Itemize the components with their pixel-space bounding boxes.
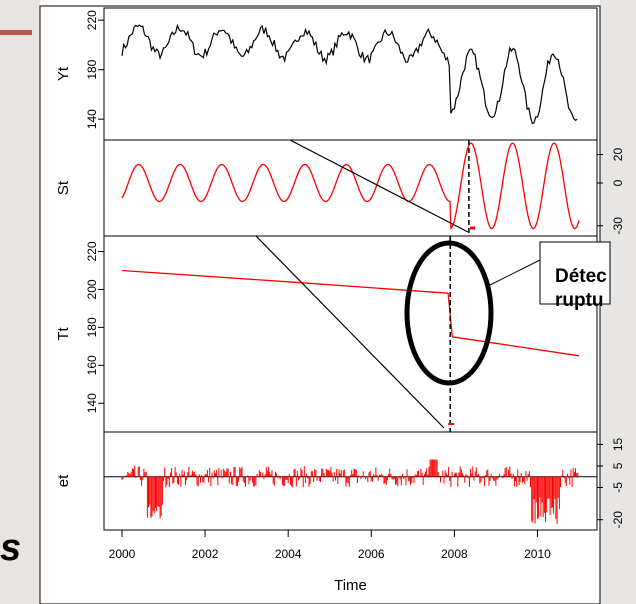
ytick-label-right: -5 bbox=[611, 482, 625, 493]
ylabel-tt: Tt bbox=[55, 327, 72, 341]
ytick-label: 140 bbox=[85, 109, 99, 129]
slide-accent-bar bbox=[0, 30, 32, 35]
connector-st bbox=[289, 139, 469, 233]
axes-layer: Yt140180220St200-30Tt140160180200220et15… bbox=[55, 10, 625, 594]
callout-line-1: Détec bbox=[555, 266, 607, 287]
series-layer bbox=[104, 23, 597, 524]
xtick-label: 2002 bbox=[192, 547, 219, 561]
panels bbox=[103, 7, 598, 531]
ytick-label-right: 20 bbox=[611, 148, 625, 162]
xtick-label: 2000 bbox=[109, 547, 136, 561]
ytick-label-right: -30 bbox=[611, 217, 625, 235]
xlabel: Time bbox=[334, 577, 367, 594]
connector-tt bbox=[255, 235, 445, 429]
series-yt-line bbox=[121, 23, 578, 125]
series-tt-jump bbox=[447, 293, 453, 337]
ytick-label: 220 bbox=[85, 241, 99, 261]
figure-frame bbox=[39, 5, 601, 604]
xtick-label: 2010 bbox=[524, 547, 551, 561]
xtick-label: 2004 bbox=[275, 547, 302, 561]
callout-line-2: ruptu bbox=[555, 290, 604, 311]
ylabel-et: et bbox=[55, 474, 72, 487]
ytick-label-right: 0 bbox=[611, 179, 625, 186]
callout-box bbox=[539, 241, 611, 305]
ytick-label: 220 bbox=[85, 10, 99, 30]
ylabel-yt: Yt bbox=[55, 66, 72, 81]
series-tt-line-after bbox=[452, 336, 580, 357]
ytick-label: 200 bbox=[85, 279, 99, 299]
ytick-label-right: 5 bbox=[611, 462, 625, 469]
ytick-label: 180 bbox=[85, 59, 99, 79]
ytick-label: 160 bbox=[85, 355, 99, 375]
callout-pointer bbox=[489, 259, 541, 286]
break-markers bbox=[255, 139, 475, 432]
slide-background-left bbox=[0, 0, 40, 604]
series-tt-line-before bbox=[121, 269, 449, 294]
xtick-label: 2008 bbox=[441, 547, 468, 561]
ytick-label-right: 15 bbox=[611, 437, 625, 451]
ytick-label: 140 bbox=[85, 393, 99, 413]
break-callout-ellipse bbox=[404, 240, 494, 386]
series-st-line bbox=[121, 142, 580, 230]
ytick-label: 180 bbox=[85, 317, 99, 337]
ytick-label-right: -20 bbox=[611, 511, 625, 529]
ylabel-st: St bbox=[55, 180, 72, 195]
xtick-label: 2006 bbox=[358, 547, 385, 561]
slide-title-fragment: s bbox=[0, 527, 21, 569]
